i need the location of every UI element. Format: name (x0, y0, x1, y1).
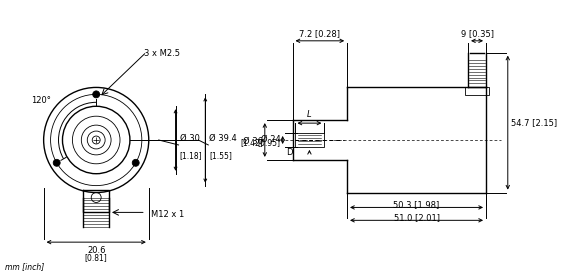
Text: Ø 30: Ø 30 (180, 134, 200, 143)
Text: 20.6: 20.6 (87, 246, 105, 255)
Text: 120°: 120° (31, 96, 50, 105)
Text: [0.95]: [0.95] (257, 138, 281, 147)
Text: [0.81]: [0.81] (85, 253, 108, 262)
Text: Ø 39.4: Ø 39.4 (209, 134, 237, 143)
Circle shape (93, 91, 100, 98)
Text: L: L (307, 110, 312, 119)
Bar (465, 87, 489, 95)
Text: Ø 36: Ø 36 (243, 137, 263, 146)
Text: mm [inch]: mm [inch] (5, 262, 44, 271)
Text: [1.55]: [1.55] (209, 151, 232, 160)
Text: M12 x 1: M12 x 1 (151, 210, 184, 219)
Text: Ø 24: Ø 24 (261, 135, 281, 144)
Text: 9 [0.35]: 9 [0.35] (460, 29, 493, 38)
Circle shape (53, 159, 60, 166)
Text: 3 x M2.5: 3 x M2.5 (143, 49, 180, 58)
Text: 51.0 [2.01]: 51.0 [2.01] (393, 213, 439, 222)
Text: 50.3 [1.98]: 50.3 [1.98] (393, 200, 439, 209)
Circle shape (132, 159, 139, 166)
Text: [1.42]: [1.42] (240, 138, 263, 147)
Text: D: D (286, 148, 293, 157)
Text: 7.2 [0.28]: 7.2 [0.28] (299, 29, 340, 38)
Text: 54.7 [2.15]: 54.7 [2.15] (511, 118, 557, 127)
Text: [1.18]: [1.18] (180, 151, 202, 160)
Bar (294, 133, 324, 147)
